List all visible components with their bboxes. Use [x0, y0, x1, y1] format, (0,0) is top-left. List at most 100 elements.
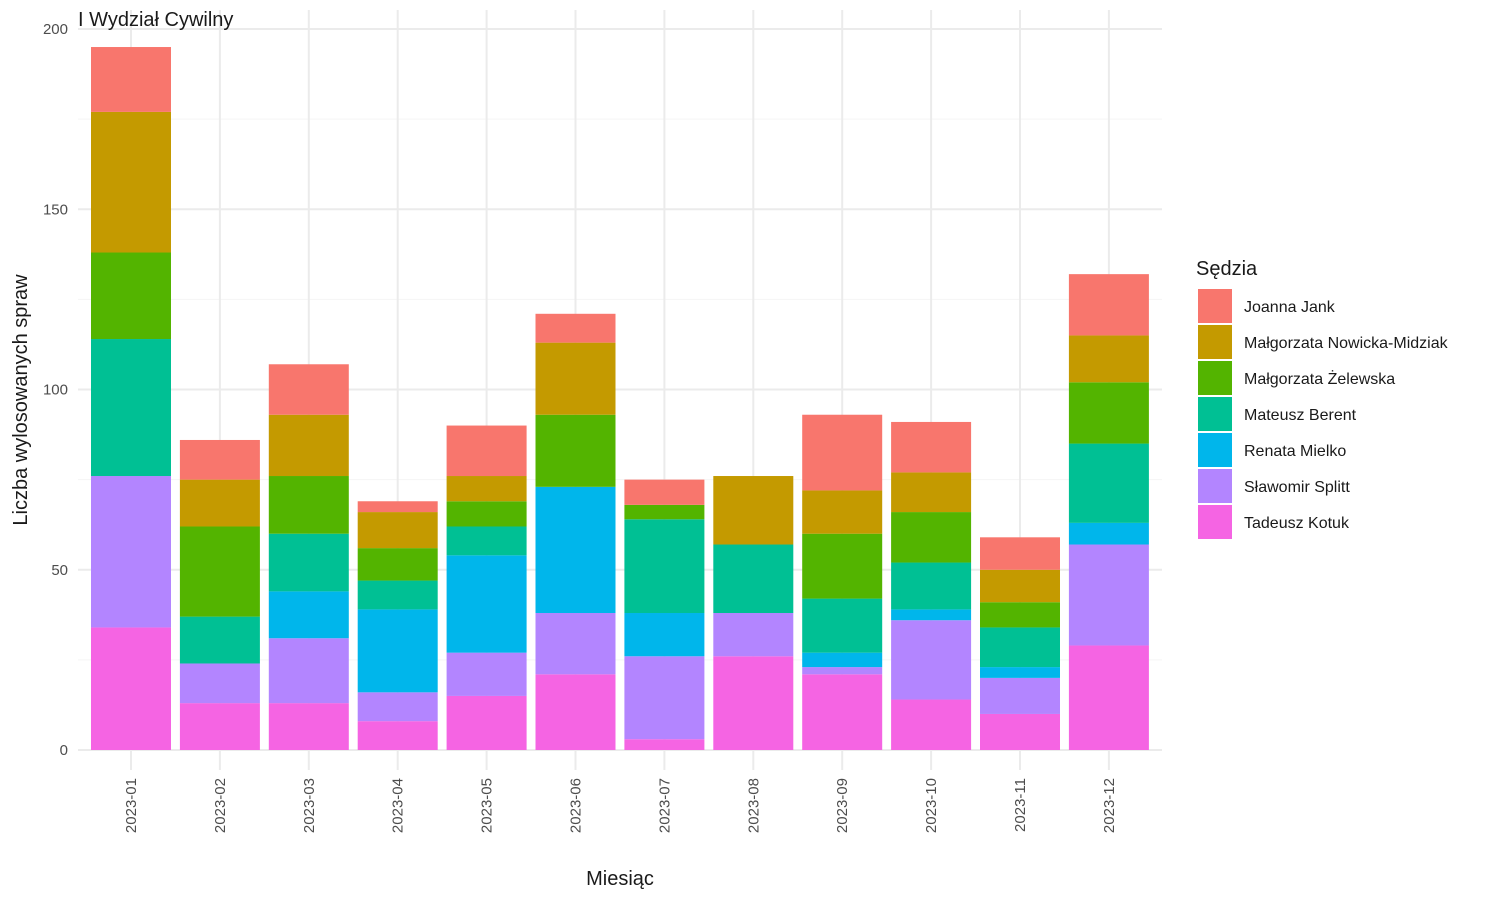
bar-segment [802, 414, 883, 491]
bar-segment [179, 663, 260, 704]
chart-title: I Wydział Cywilny [78, 9, 233, 31]
bar-segment [91, 627, 171, 750]
bar-segment [91, 476, 171, 628]
bar-segment [1068, 274, 1149, 336]
bar-segment [268, 591, 349, 639]
bar-segment [535, 313, 616, 343]
bar-segment [357, 512, 438, 549]
bar-segment [446, 695, 527, 750]
legend-key [1198, 433, 1232, 467]
bar-segment [891, 421, 972, 473]
y-axis-ticks: 0 50 100 150 200 [43, 21, 68, 759]
bar-segment [891, 620, 972, 700]
bar-segment [91, 47, 171, 112]
bar-segment [891, 609, 972, 621]
y-tick-label: 200 [43, 21, 68, 38]
bar-segment [980, 569, 1060, 603]
bar-segment [802, 652, 883, 668]
legend-key [1198, 397, 1232, 431]
bar-segment [357, 692, 438, 722]
legend-title: Sędzia [1196, 258, 1258, 280]
y-tick-label: 50 [51, 562, 68, 579]
x-tick-label: 2023-06 [568, 778, 585, 833]
bar-segment [357, 501, 438, 513]
bar-segment [624, 479, 705, 505]
bar-segment [802, 533, 883, 599]
bar-segment [713, 613, 794, 657]
bar-segment [446, 476, 527, 502]
bar-segment [1068, 443, 1149, 523]
bar-segment [446, 652, 527, 696]
x-tick-label: 2023-04 [390, 778, 407, 833]
legend: Sędzia Joanna Jank Małgorzata Nowicka-Mid… [1196, 258, 1449, 539]
bar-segment [802, 598, 883, 653]
bar-segment [535, 342, 616, 415]
bar-segment [179, 703, 260, 750]
bar-segment [535, 486, 616, 614]
bar-segment [713, 476, 794, 545]
bar-segment [446, 526, 527, 556]
bar-segment [624, 656, 705, 740]
bar-segment [446, 425, 527, 477]
bar-segment [268, 533, 349, 592]
bar-segment [624, 613, 705, 657]
y-axis-title: Liczba wylosowanych spraw [10, 274, 32, 526]
bar-segment [624, 519, 705, 614]
bar-segment [624, 504, 705, 520]
x-tick-label: 2023-05 [479, 778, 496, 833]
x-tick-label: 2023-03 [301, 778, 318, 833]
bar-segment [179, 526, 260, 617]
legend-key [1198, 469, 1232, 503]
legend-key [1198, 289, 1232, 323]
bar-segment [891, 699, 972, 750]
bar-segment [179, 479, 260, 527]
x-axis-ticks: 2023-01 2023-02 2023-03 2023-04 2023-05 2023-… [123, 778, 1118, 833]
bar-segment [535, 414, 616, 487]
bar-segment [268, 703, 349, 750]
x-tick-label: 2023-08 [745, 778, 762, 833]
bar-segment [91, 111, 171, 253]
bar-segment [446, 555, 527, 653]
y-tick-label: 150 [43, 201, 68, 218]
legend-label: Joanna Jank [1244, 299, 1336, 316]
bar-segment [91, 339, 171, 477]
bar-segment [802, 674, 883, 750]
bar-segment [535, 674, 616, 750]
bars [91, 47, 1149, 750]
bar-segment [268, 638, 349, 704]
bar-segment [802, 667, 883, 675]
bar-segment [357, 721, 438, 750]
x-tick-label: 2023-01 [123, 778, 140, 833]
bar-segment [268, 476, 349, 534]
legend-label: Małgorzata Żelewska [1244, 369, 1395, 388]
bar-segment [179, 616, 260, 664]
legend-key [1198, 325, 1232, 359]
bar-segment [179, 439, 260, 480]
x-tick-label: 2023-12 [1101, 778, 1118, 833]
bar-segment [268, 414, 349, 477]
bar-segment [357, 580, 438, 610]
y-tick-label: 100 [43, 382, 68, 399]
bar-segment [1068, 522, 1149, 545]
legend-key [1198, 361, 1232, 395]
bar-segment [891, 512, 972, 563]
bar-segment [980, 537, 1060, 570]
legend-label: Mateusz Berent [1244, 407, 1357, 424]
bar-segment [357, 548, 438, 581]
bar-segment [1068, 645, 1149, 750]
x-axis-title: Miesiąc [586, 868, 654, 890]
bar-segment [1068, 335, 1149, 383]
legend-label: Sławomir Splitt [1244, 479, 1350, 496]
bar-segment [713, 656, 794, 750]
x-tick-label: 2023-09 [834, 778, 851, 833]
bar-segment [357, 609, 438, 693]
legend-key [1198, 505, 1232, 539]
x-tick-label: 2023-07 [656, 778, 673, 833]
bar-segment [91, 252, 171, 340]
bar-segment [802, 490, 883, 534]
bar-segment [891, 472, 972, 513]
bar-segment [713, 544, 794, 614]
x-tick-label: 2023-10 [923, 778, 940, 833]
bar-segment [980, 713, 1060, 750]
